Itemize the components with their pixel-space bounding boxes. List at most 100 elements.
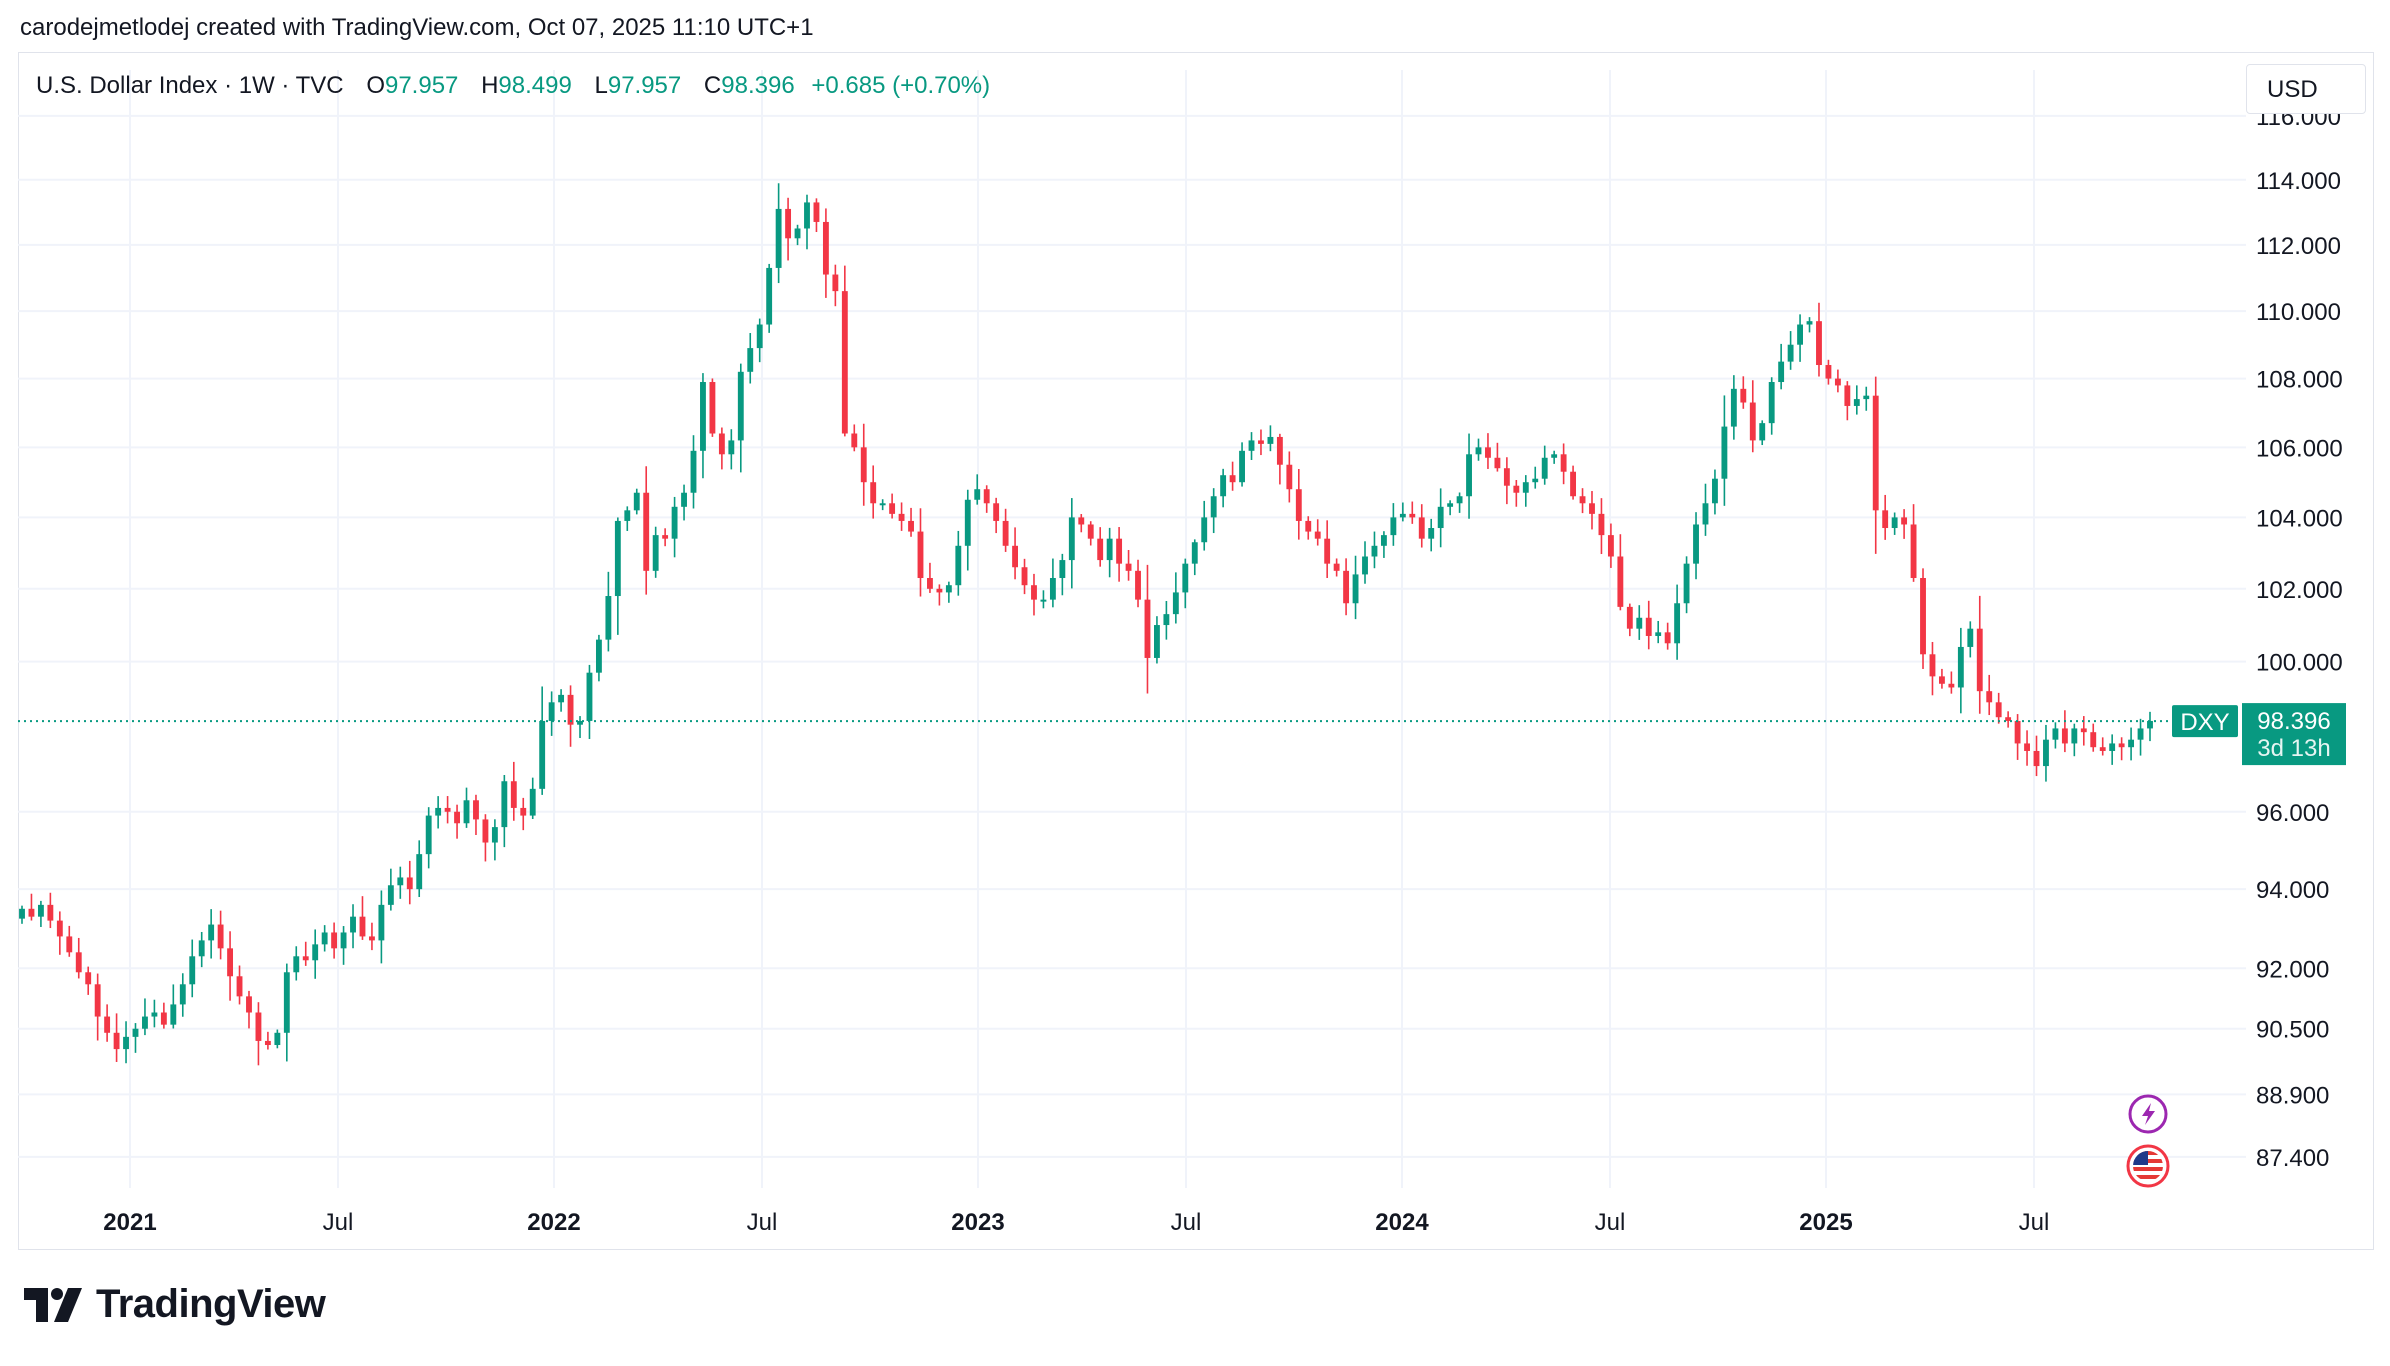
candle <box>1182 558 1189 609</box>
candle-body <box>1371 545 1378 557</box>
candle <box>293 946 300 981</box>
candle <box>1068 498 1075 589</box>
candle-body <box>1380 535 1387 546</box>
candle <box>520 797 527 831</box>
candle <box>1522 475 1529 507</box>
candle-body <box>1125 563 1132 571</box>
candle <box>1806 317 1813 333</box>
candle <box>737 363 744 473</box>
candle <box>1967 621 1974 658</box>
candle-body <box>189 956 196 985</box>
candle-body <box>1995 702 2002 718</box>
candle-body <box>66 936 73 953</box>
candle-body <box>1031 585 1037 600</box>
candle <box>775 183 782 284</box>
candle-body <box>747 348 754 372</box>
candle-body <box>775 208 782 268</box>
candle <box>993 497 1000 534</box>
candle-body <box>75 952 82 973</box>
candle-body <box>1645 617 1652 636</box>
currency-button[interactable]: USD <box>2246 64 2366 114</box>
price-tag-value: 98.396 <box>2257 708 2330 735</box>
candle-body <box>94 984 101 1017</box>
candle-body <box>1172 592 1179 615</box>
candle-body <box>1333 563 1340 571</box>
candle <box>425 807 432 869</box>
candle-body <box>2043 739 2049 767</box>
candle-body <box>2080 728 2087 733</box>
candle-body <box>142 1016 148 1029</box>
candle-body <box>2071 728 2078 744</box>
candle <box>1787 331 1794 370</box>
candle-body <box>1116 538 1123 564</box>
candle-body <box>387 885 394 905</box>
candle-body <box>359 916 366 937</box>
candle-body <box>529 788 536 816</box>
price-tag-countdown: 3d 13h <box>2257 735 2330 762</box>
candle <box>1513 479 1520 507</box>
lightning-event-icon <box>2128 1094 2168 1134</box>
candle-body <box>1570 471 1577 497</box>
legend-symbol[interactable]: U.S. Dollar Index · 1W · TVC <box>36 72 344 99</box>
candle <box>28 893 35 921</box>
candle <box>312 929 319 979</box>
candle <box>1579 488 1586 514</box>
candle <box>1759 420 1766 446</box>
candle-body <box>1986 691 1993 703</box>
candle <box>1986 674 1993 716</box>
candle <box>567 685 574 747</box>
candle-body <box>1920 578 1926 655</box>
candle-body <box>264 1040 271 1046</box>
candle <box>671 496 678 558</box>
chart-attribution: carodejmetlodej created with TradingView… <box>20 14 814 41</box>
candle <box>1097 527 1104 567</box>
candle <box>359 896 366 940</box>
candle <box>246 990 252 1029</box>
candle-body <box>671 506 678 539</box>
candle <box>1570 465 1577 500</box>
candle <box>1324 520 1331 579</box>
candle-body <box>151 1012 158 1017</box>
candle-body <box>1314 531 1321 539</box>
candle <box>1220 468 1227 508</box>
time-tick-label: 2021 <box>103 1209 156 1236</box>
candle-body <box>737 371 744 441</box>
candle-body <box>983 489 990 504</box>
tradingview-logo[interactable]: TradingView <box>24 1282 326 1327</box>
candle-body <box>917 531 924 579</box>
candle <box>681 484 687 521</box>
candle <box>1314 519 1321 546</box>
candle-body <box>1163 614 1170 626</box>
candle <box>700 373 706 479</box>
candle <box>1929 641 1936 696</box>
candle-body <box>321 932 328 945</box>
candle <box>718 427 725 470</box>
candle <box>1172 572 1179 624</box>
chart-pane[interactable] <box>18 52 2374 1250</box>
time-tick-label: Jul <box>1595 1209 1626 1236</box>
candle <box>1333 558 1340 577</box>
candle-body <box>709 382 716 434</box>
legend-high-value: 98.499 <box>498 72 572 99</box>
candle-body <box>1617 556 1624 607</box>
candle-body <box>1494 457 1501 469</box>
time-tick-label: 2024 <box>1375 1209 1429 1236</box>
candle <box>255 1002 262 1066</box>
candle <box>747 333 754 384</box>
candle <box>1683 556 1690 614</box>
candle-body <box>217 924 224 949</box>
candle-body <box>870 482 877 504</box>
candle-body <box>1532 478 1539 483</box>
candle-body <box>1712 478 1718 504</box>
legend-change-value: +0.685 (+0.70%) <box>811 72 991 99</box>
candle-body <box>1106 538 1113 561</box>
candle <box>605 571 612 652</box>
candle <box>1882 494 1889 540</box>
candle-body <box>1182 563 1189 593</box>
candle-body <box>302 956 309 961</box>
candle-body <box>2014 720 2021 744</box>
candle-body <box>1239 450 1245 483</box>
time-tick-label: 2023 <box>951 1209 1004 1236</box>
candle <box>350 904 356 949</box>
